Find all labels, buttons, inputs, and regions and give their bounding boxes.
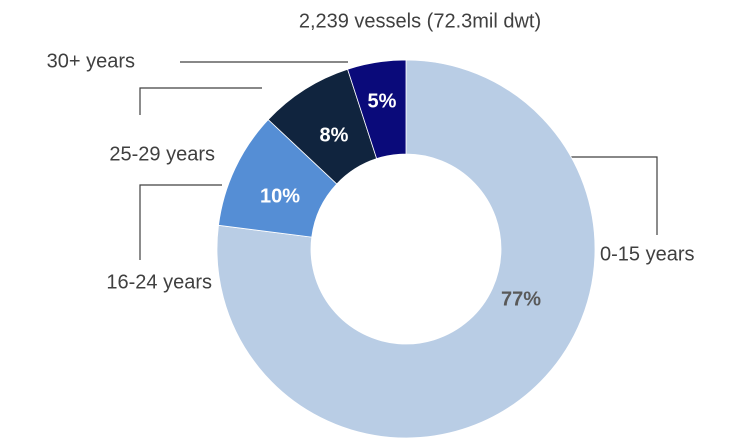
leader-line (570, 156, 658, 235)
data-label: 8% (320, 124, 349, 146)
data-label: 77% (501, 288, 541, 310)
chart-title: 2,239 vessels (72.3mil dwt) (299, 10, 541, 32)
leader-line (139, 184, 222, 260)
category-label: 0-15 years (600, 243, 695, 265)
category-label: 25-29 years (109, 143, 215, 165)
donut-segment (216, 59, 596, 439)
data-label: 5% (368, 90, 397, 112)
leader-line (139, 87, 262, 115)
category-label: 16-24 years (106, 271, 212, 293)
donut-segment (347, 59, 407, 160)
category-label: 30+ years (47, 50, 135, 72)
data-label: 10% (260, 185, 300, 207)
